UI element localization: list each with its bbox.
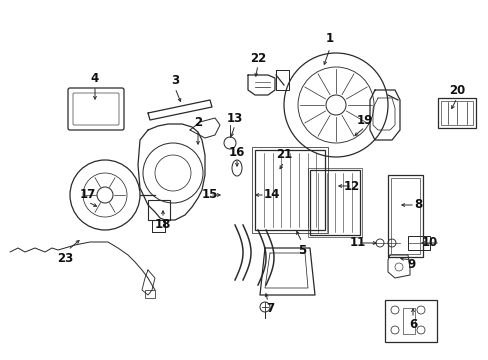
Text: 15: 15 <box>202 189 218 202</box>
Text: 20: 20 <box>448 84 464 96</box>
Bar <box>402 308 414 334</box>
Bar <box>145 290 155 298</box>
Bar <box>407 236 429 250</box>
Bar <box>440 101 472 125</box>
Bar <box>148 200 170 220</box>
Bar <box>254 150 325 230</box>
Bar <box>387 175 422 257</box>
Text: 8: 8 <box>413 198 421 211</box>
Text: 13: 13 <box>226 112 243 125</box>
Text: 17: 17 <box>80 189 96 202</box>
Text: 16: 16 <box>228 145 244 158</box>
Text: 23: 23 <box>57 252 73 265</box>
Text: 14: 14 <box>263 189 280 202</box>
Text: 4: 4 <box>91 72 99 85</box>
Bar <box>384 300 436 342</box>
Bar <box>390 178 419 254</box>
Text: 21: 21 <box>275 148 291 162</box>
Text: 7: 7 <box>265 302 273 315</box>
Text: 10: 10 <box>421 237 437 249</box>
Bar <box>251 147 327 233</box>
Text: 3: 3 <box>171 73 179 86</box>
Text: 9: 9 <box>407 258 415 271</box>
Text: 11: 11 <box>349 237 366 249</box>
Bar <box>437 98 475 128</box>
Bar <box>309 170 359 235</box>
Bar <box>307 168 361 237</box>
Text: 5: 5 <box>297 243 305 256</box>
Text: 1: 1 <box>325 31 333 45</box>
Text: 22: 22 <box>249 51 265 64</box>
Text: 12: 12 <box>343 180 359 193</box>
Text: 6: 6 <box>408 319 416 332</box>
Text: 2: 2 <box>194 116 202 129</box>
Text: 18: 18 <box>155 219 171 231</box>
Text: 19: 19 <box>356 113 372 126</box>
